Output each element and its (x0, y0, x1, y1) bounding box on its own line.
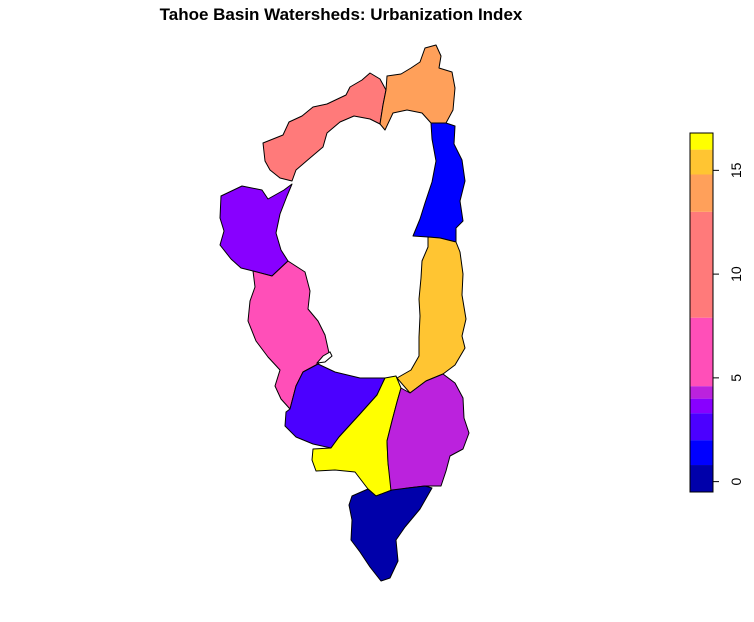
legend-tick-label-15: 15 (728, 162, 744, 178)
legend-tick-label-10: 10 (728, 266, 744, 282)
region-upper-truckee[interactable] (348, 485, 433, 582)
legend-bin-9 (690, 133, 713, 150)
region-west-shore[interactable] (219, 183, 293, 277)
region-south-east-shore[interactable] (396, 236, 467, 394)
region-north-east-shore[interactable] (412, 122, 466, 243)
region-south-shore-east[interactable] (386, 373, 470, 492)
legend-bin-8 (690, 149, 713, 175)
map-title: Tahoe Basin Watersheds: Urbanization Ind… (160, 5, 523, 24)
legend-bin-0 (690, 465, 713, 492)
lake-inlet (315, 351, 333, 364)
legend-bin-2 (690, 413, 713, 441)
color-legend: 0 5 10 15 (689, 132, 744, 493)
region-north-shore[interactable] (379, 44, 456, 131)
watershed-regions (219, 44, 470, 582)
legend-tick-label-0: 0 (728, 478, 744, 486)
legend-bin-4 (690, 386, 713, 399)
legend-frame (689, 132, 714, 493)
legend-bin-3 (690, 398, 713, 414)
region-north-west-shore[interactable] (262, 72, 387, 182)
legend-bin-1 (690, 440, 713, 466)
legend-tick-label-5: 5 (728, 374, 744, 382)
legend-bin-6 (690, 211, 713, 318)
legend-bin-7 (690, 174, 713, 212)
legend-bin-5 (690, 317, 713, 387)
